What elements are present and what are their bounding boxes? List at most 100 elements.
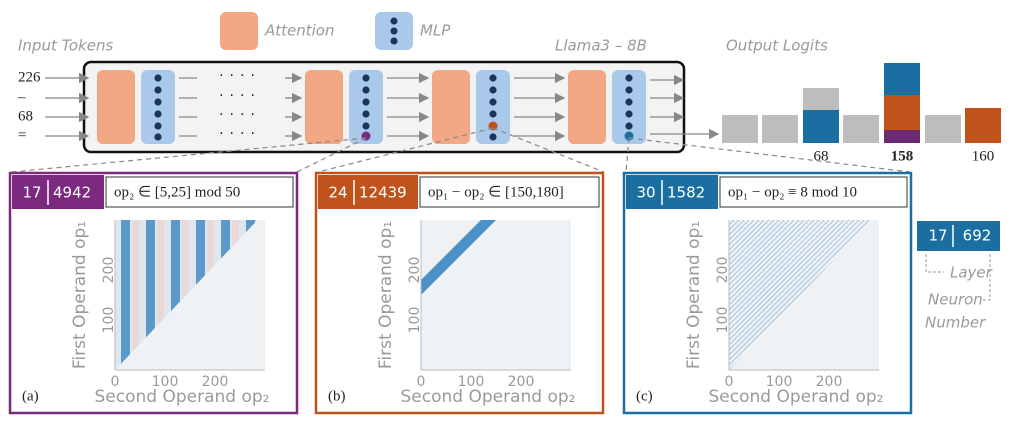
attention-block <box>97 70 135 144</box>
heatmap <box>729 220 872 370</box>
heatmap-stripe <box>121 220 130 370</box>
panel-tag: (b) <box>328 388 346 404</box>
logit-bar <box>762 115 798 143</box>
heatmap-stripe <box>157 220 164 370</box>
neuron-id: 1582 <box>667 184 705 202</box>
formula-box <box>105 176 294 208</box>
attention-block <box>432 70 470 144</box>
panel-tag: (a) <box>22 388 39 404</box>
mlp-block <box>476 70 510 144</box>
x-tick-label: 0 <box>417 374 426 390</box>
formula: op₁ − op₂ ≡ 8 mod 10 <box>728 184 857 200</box>
neuron <box>154 133 162 141</box>
neuron <box>625 74 633 82</box>
heatmap-diag <box>729 220 872 306</box>
input-token: = <box>18 127 26 143</box>
heatmap-stripe <box>171 220 180 370</box>
heatmap-stripe <box>182 220 189 370</box>
connector <box>492 127 605 173</box>
legend-neuron: 692 <box>963 227 992 245</box>
neuron-id-box <box>318 175 418 209</box>
neuron <box>625 110 633 118</box>
heatmap-diag <box>729 220 872 261</box>
heatmap-diag <box>729 220 872 281</box>
ellipsis: ···· <box>219 107 261 123</box>
logit-bar <box>884 130 920 143</box>
mlp-block <box>612 70 646 144</box>
input-label: Input Tokens <box>18 37 114 55</box>
logit-bar <box>803 88 839 110</box>
logit-bar <box>803 110 839 143</box>
model-label: Llama3 – 8B <box>555 37 647 55</box>
attention-legend-icon <box>220 12 258 50</box>
attention-legend: Attention <box>264 22 335 40</box>
heatmap-diag <box>729 220 872 321</box>
x-tick-label: 0 <box>111 374 120 390</box>
heatmap-diag <box>729 220 872 316</box>
legend-bracket <box>925 254 991 301</box>
heatmap-diag <box>729 220 872 291</box>
legend-layer: 17 <box>928 227 947 245</box>
neuron-id-box <box>626 175 718 209</box>
logit-bar <box>884 95 920 130</box>
formula: op₁ − op₂ ∈ [150,180] <box>428 184 564 200</box>
x-axis-label: Second Operand op₂ <box>95 387 270 407</box>
heatmap-diag <box>729 220 872 301</box>
panel-tag: (c) <box>636 388 653 404</box>
neuron <box>362 122 370 130</box>
neuron <box>154 110 162 118</box>
logit-bar <box>722 115 758 143</box>
neuron <box>362 110 370 118</box>
y-tick-label: 100 <box>715 307 731 334</box>
neuron <box>362 86 370 94</box>
legend-neuron-label: Neuron <box>928 291 983 309</box>
connector <box>317 127 494 173</box>
neuron <box>489 133 497 141</box>
neuron <box>362 98 370 106</box>
heatmap-diag <box>729 220 872 311</box>
x-tick-label: 200 <box>816 374 843 390</box>
layer-id: 17 <box>22 184 41 202</box>
ellipsis: ···· <box>219 126 261 142</box>
logit-bar <box>884 63 920 95</box>
neuron <box>625 122 633 130</box>
neuron <box>489 98 497 106</box>
heatmap-diag <box>729 220 872 331</box>
x-axis-label: Second Operand op₂ <box>401 387 576 407</box>
neuron-id: 12439 <box>359 184 407 202</box>
neuron-id-box <box>12 175 104 209</box>
mlp-block <box>141 70 175 144</box>
heatmap-band <box>421 220 496 295</box>
connector <box>296 137 367 173</box>
neuron <box>489 74 497 82</box>
heatmap-diag <box>729 220 872 341</box>
model-box <box>82 60 686 154</box>
formula-box <box>419 176 600 208</box>
heatmap-stripe <box>146 220 155 370</box>
x-axis-label: Second Operand op₂ <box>709 387 884 407</box>
heatmap-diag <box>729 220 872 361</box>
heatmap-diag <box>729 220 872 336</box>
neuron <box>489 86 497 94</box>
heatmap-diag <box>729 220 872 296</box>
input-token: – <box>17 89 26 105</box>
ellipsis: ···· <box>219 88 261 104</box>
heatmap-diag <box>729 220 872 271</box>
logit-bar <box>843 115 879 143</box>
layer-id: 24 <box>328 184 347 202</box>
heatmap-diag <box>729 220 872 286</box>
neuron <box>154 98 162 106</box>
connector <box>625 137 630 173</box>
input-token: 68 <box>18 108 33 124</box>
legend-number-label: Number <box>925 314 986 332</box>
output-label: Output Logits <box>726 37 828 55</box>
heatmap-bg <box>421 220 571 370</box>
neuron <box>154 122 162 130</box>
connector <box>628 137 911 173</box>
y-axis-label: First Operand op₁ <box>684 221 704 369</box>
x-tick-label: 100 <box>152 374 179 390</box>
mlp-legend: MLP <box>420 22 451 40</box>
neuron-id: 4942 <box>53 184 91 202</box>
neuron <box>625 86 633 94</box>
